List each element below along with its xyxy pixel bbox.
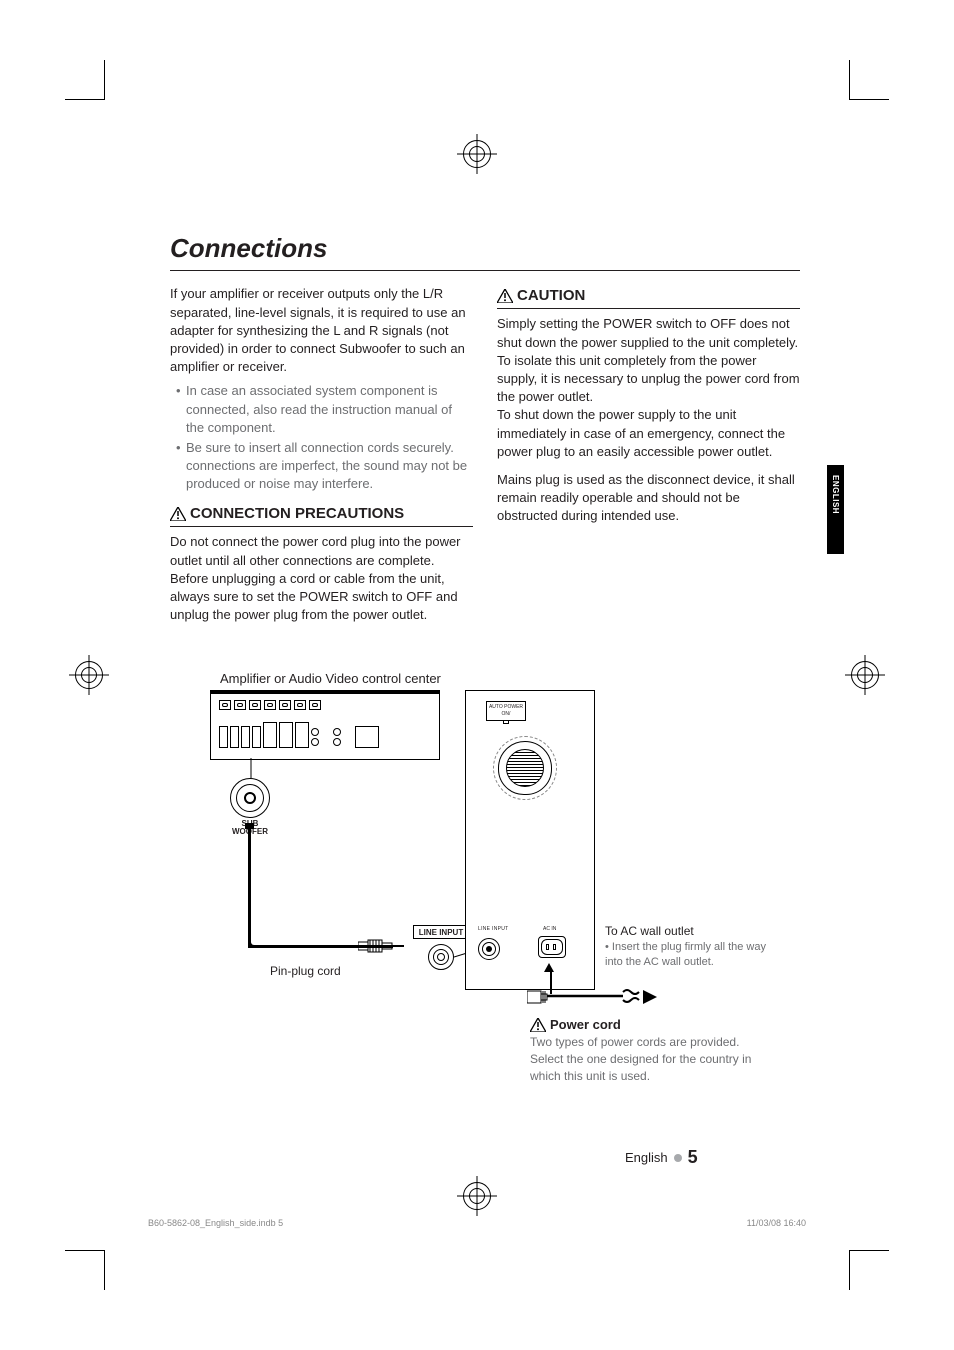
page-footer: English 5 (625, 1145, 698, 1170)
warning-icon (530, 1018, 546, 1032)
page-content: Connections If your amplifier or receive… (170, 230, 800, 634)
precautions-label: CONNECTION PRECAUTIONS (190, 503, 404, 524)
right-column: CAUTION Simply setting the POWER switch … (497, 285, 800, 634)
amplifier-rear-panel (210, 690, 440, 760)
left-column: If your amplifier or receiver outputs on… (170, 285, 473, 634)
power-cord-heading: Power cord (530, 1016, 621, 1034)
cable-plug (358, 938, 396, 954)
intro-bullets: In case an associated system component i… (170, 382, 473, 493)
registration-mark (463, 1182, 491, 1210)
line-input-callout-box: LINE INPUT (413, 925, 469, 939)
rear-line-input-label: LINE INPUT (478, 926, 509, 933)
rear-line-input-jack (478, 938, 500, 960)
line-input-jack-callout (428, 944, 454, 970)
warning-icon (497, 289, 513, 303)
auto-power-badge: AUTO POWER ON/ (486, 701, 526, 721)
callout-line (246, 758, 256, 782)
crop-mark (849, 1250, 889, 1290)
crop-mark (65, 60, 105, 100)
warning-icon (170, 507, 186, 521)
bullet-item: Be sure to insert all connection cords s… (176, 439, 473, 494)
intro-text: If your amplifier or receiver outputs on… (170, 285, 473, 376)
caution-body-2: To shut down the power supply to the uni… (497, 406, 800, 461)
imprint-right: 11/03/08 16:40 (747, 1217, 806, 1230)
language-tab: ENGLISH (827, 465, 844, 554)
footer-dot-icon (674, 1154, 682, 1162)
registration-mark (463, 140, 491, 168)
caution-heading: CAUTION (497, 285, 800, 309)
caution-body-1: Simply setting the POWER switch to OFF d… (497, 315, 800, 406)
registration-mark (75, 661, 103, 689)
ac-in-socket (538, 936, 566, 958)
crop-mark (849, 60, 889, 100)
amp-label: Amplifier or Audio Video control center (220, 670, 441, 688)
power-cord-text: Two types of power cords are provided. S… (530, 1034, 785, 1084)
precautions-body: Do not connect the power cord plug into … (170, 533, 473, 624)
caution-body-3: Mains plug is used as the disconnect dev… (497, 471, 800, 526)
connection-diagram: Amplifier or Audio Video control center … (210, 670, 780, 1090)
ac-in-label: AC IN (543, 926, 556, 933)
power-cord-illustration (527, 988, 637, 1004)
speaker-icon (498, 741, 552, 795)
ac-outlet-note: • Insert the plug firmly all the way int… (605, 940, 780, 970)
caution-label: CAUTION (517, 285, 585, 306)
crop-mark (65, 1250, 105, 1290)
ac-outlet-label: To AC wall outlet (605, 923, 694, 940)
pin-plug-label: Pin-plug cord (270, 963, 341, 980)
imprint-left: B60-5862-08_English_side.indb 5 (148, 1217, 283, 1230)
bullet-item: In case an associated system component i… (176, 382, 473, 437)
precautions-heading: CONNECTION PRECAUTIONS (170, 503, 473, 527)
footer-page-number: 5 (688, 1145, 698, 1170)
power-cord-label: Power cord (550, 1016, 621, 1034)
page-title: Connections (170, 230, 800, 271)
cable-vertical (248, 825, 251, 945)
footer-language: English (625, 1149, 668, 1167)
registration-mark (851, 661, 879, 689)
